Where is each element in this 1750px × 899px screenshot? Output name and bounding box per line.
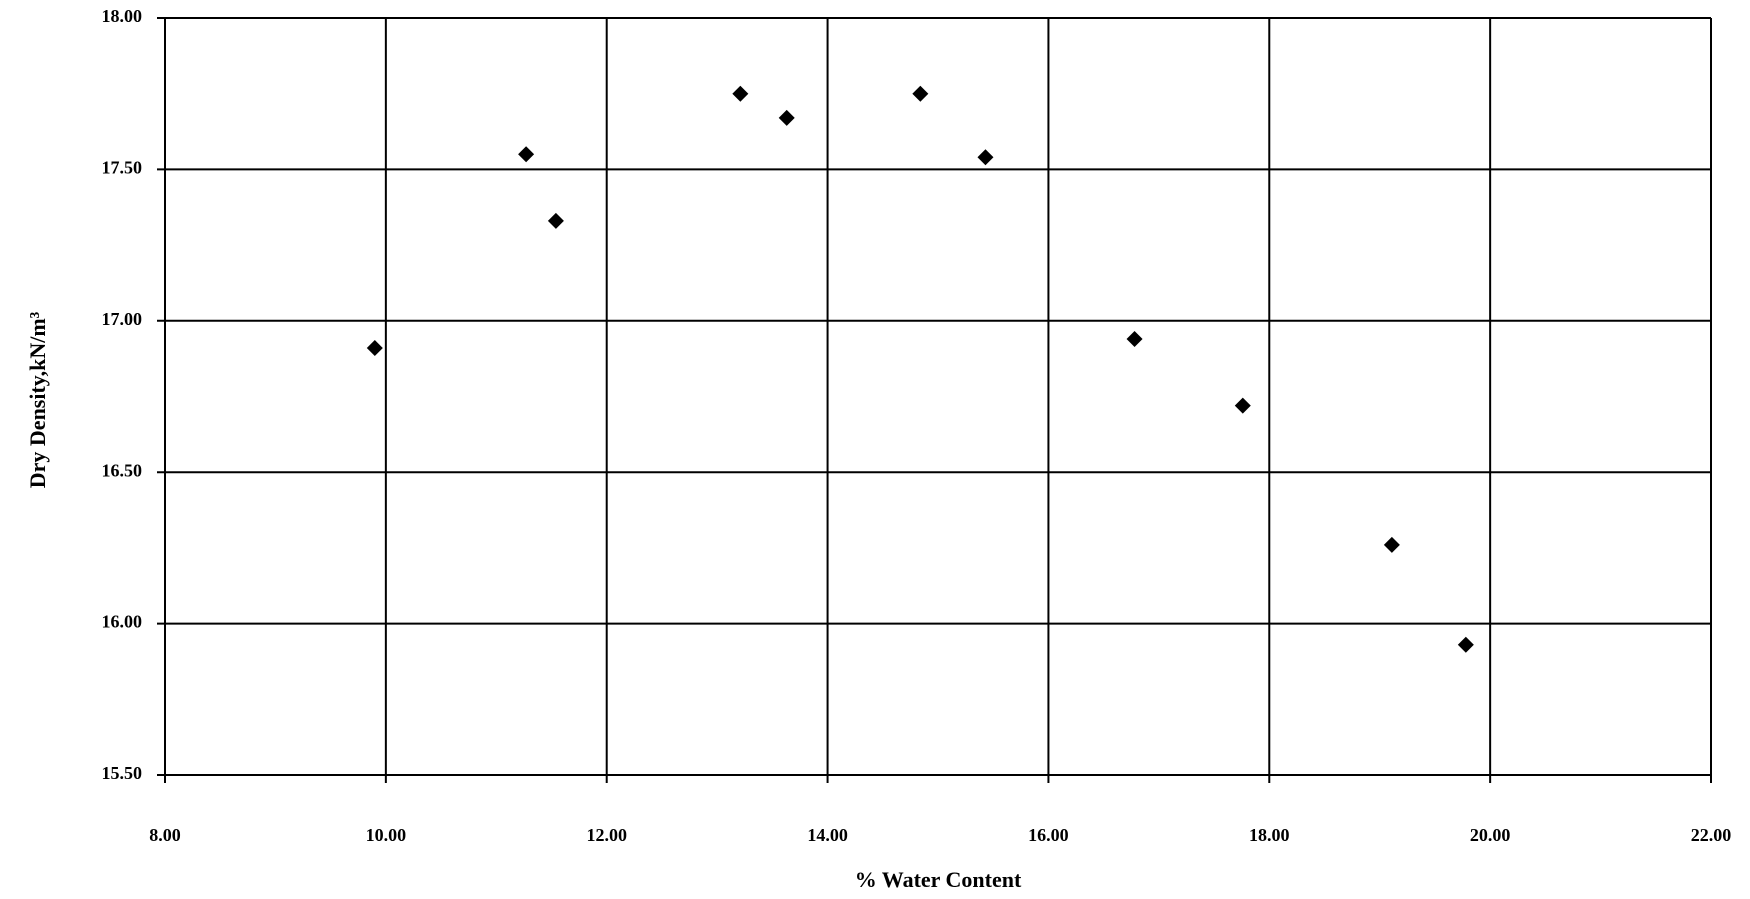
data-point <box>366 340 383 357</box>
x-tick-label: 16.00 <box>1028 825 1069 845</box>
x-tick-label: 10.00 <box>366 825 407 845</box>
y-tick-label: 17.50 <box>102 158 143 178</box>
data-point <box>732 85 749 102</box>
x-tick-label: 22.00 <box>1691 825 1732 845</box>
x-tick-label: 20.00 <box>1470 825 1511 845</box>
y-axis-title: Dry Density,kN/m³ <box>25 311 50 488</box>
x-tick-label: 14.00 <box>807 825 848 845</box>
data-point <box>1457 636 1474 653</box>
data-point <box>778 109 795 126</box>
y-tick-label: 17.00 <box>102 309 143 329</box>
data-point <box>1126 330 1143 347</box>
y-tick-label: 18.00 <box>102 6 143 26</box>
y-tick-label: 16.50 <box>102 460 143 480</box>
y-tick-label: 15.50 <box>102 763 143 783</box>
x-tick-label: 18.00 <box>1249 825 1290 845</box>
x-tick-label: 8.00 <box>149 825 181 845</box>
data-point <box>1234 397 1251 414</box>
data-point <box>977 149 994 166</box>
y-tick-label: 16.00 <box>102 612 143 632</box>
data-point <box>518 146 535 163</box>
x-tick-label: 12.00 <box>586 825 627 845</box>
data-point <box>1383 536 1400 553</box>
data-point <box>547 212 564 229</box>
data-point <box>912 85 929 102</box>
x-axis-title: % Water Content <box>855 867 1022 892</box>
